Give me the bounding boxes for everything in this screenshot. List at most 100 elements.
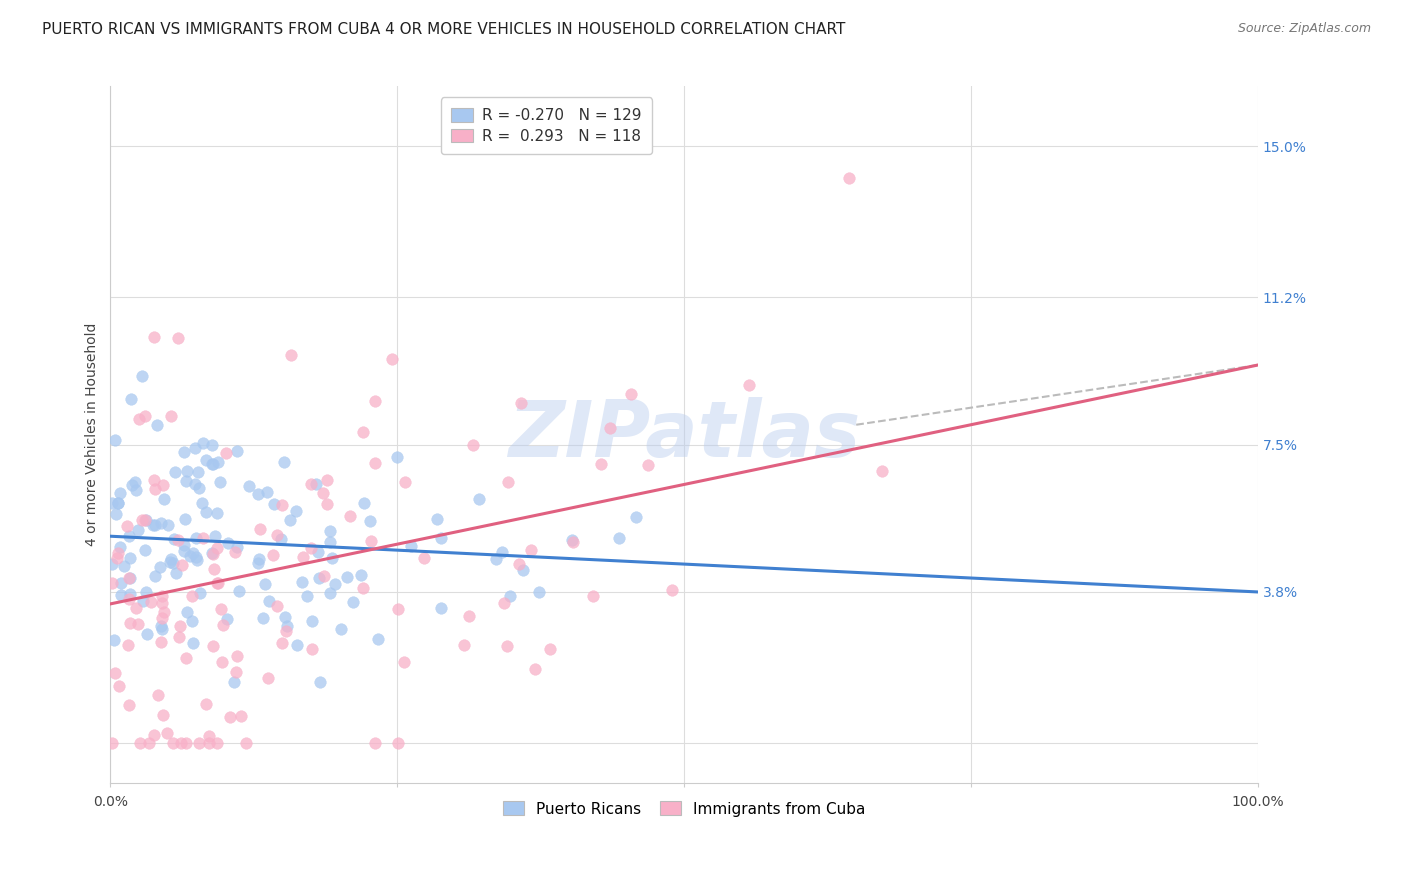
Point: [201, 547, 224, 561]
Point: [162, 736, 184, 750]
Point: [512, 563, 534, 577]
Point: [870, 464, 893, 478]
Point: [198, 736, 221, 750]
Point: [107, 546, 129, 560]
Text: 100.0%: 100.0%: [1232, 795, 1284, 809]
Point: [453, 638, 475, 652]
Point: [110, 576, 132, 591]
Point: [105, 507, 128, 521]
Point: [285, 638, 308, 652]
Point: [582, 589, 605, 603]
Point: [143, 569, 166, 583]
Point: [249, 522, 271, 536]
Point: [607, 531, 630, 545]
Point: [204, 529, 226, 543]
Point: [120, 392, 142, 406]
Point: [495, 639, 517, 653]
Point: [352, 581, 374, 595]
Point: [153, 491, 176, 506]
Point: [163, 465, 186, 479]
Point: [367, 632, 389, 646]
Point: [309, 675, 332, 690]
Point: [143, 473, 166, 487]
Point: [319, 586, 342, 600]
Point: [194, 453, 217, 467]
Point: [527, 585, 550, 599]
Point: [207, 736, 229, 750]
Point: [173, 445, 195, 459]
Point: [136, 626, 159, 640]
Point: [624, 509, 647, 524]
Point: [174, 650, 197, 665]
Point: [257, 593, 280, 607]
Point: [430, 531, 453, 545]
Point: [150, 590, 173, 604]
Point: [301, 641, 323, 656]
Point: [172, 558, 194, 572]
Point: [252, 611, 274, 625]
Point: [146, 689, 169, 703]
Point: [381, 352, 404, 367]
Point: [201, 639, 224, 653]
Text: PUERTO RICAN VS IMMIGRANTS FROM CUBA 4 OR MORE VEHICLES IN HOUSEHOLD CORRELATION: PUERTO RICAN VS IMMIGRANTS FROM CUBA 4 O…: [42, 22, 845, 37]
Point: [738, 377, 761, 392]
Point: [118, 571, 141, 585]
Point: [184, 476, 207, 491]
Point: [183, 636, 205, 650]
Point: [429, 601, 451, 615]
Point: [209, 602, 232, 616]
Point: [262, 548, 284, 562]
Point: [307, 545, 329, 559]
Point: [256, 485, 278, 500]
Point: [207, 455, 229, 469]
Point: [124, 475, 146, 490]
Point: [360, 533, 382, 548]
Point: [135, 584, 157, 599]
Point: [299, 476, 322, 491]
Point: [201, 457, 224, 471]
Point: [299, 541, 322, 555]
Point: [285, 504, 308, 518]
Point: [108, 541, 131, 555]
Point: [208, 475, 231, 490]
Point: [125, 601, 148, 615]
Point: [104, 665, 127, 680]
Point: [599, 421, 621, 435]
Point: [524, 662, 547, 676]
Point: [141, 595, 163, 609]
Point: [278, 513, 301, 527]
Point: [181, 546, 204, 560]
Point: [195, 698, 218, 712]
Point: [305, 476, 328, 491]
Point: [254, 576, 277, 591]
Point: [121, 477, 143, 491]
Point: [312, 486, 335, 500]
Point: [509, 396, 531, 410]
Point: [150, 516, 173, 531]
Point: [195, 505, 218, 519]
Point: [271, 498, 294, 512]
Point: [107, 496, 129, 510]
Point: [350, 567, 373, 582]
Point: [135, 513, 157, 527]
Point: [143, 483, 166, 497]
Point: [274, 624, 297, 638]
Point: [247, 556, 270, 570]
Point: [174, 475, 197, 489]
Point: [387, 602, 409, 616]
Point: [458, 608, 481, 623]
Point: [173, 544, 195, 558]
Point: [101, 575, 124, 590]
Point: [104, 433, 127, 447]
Point: [494, 596, 516, 610]
Point: [387, 450, 409, 464]
Point: [184, 531, 207, 545]
Point: [160, 409, 183, 423]
Point: [508, 557, 530, 571]
Point: [399, 539, 422, 553]
Point: [174, 511, 197, 525]
Point: [146, 417, 169, 432]
Point: [292, 549, 315, 564]
Point: [468, 491, 491, 506]
Point: [211, 656, 233, 670]
